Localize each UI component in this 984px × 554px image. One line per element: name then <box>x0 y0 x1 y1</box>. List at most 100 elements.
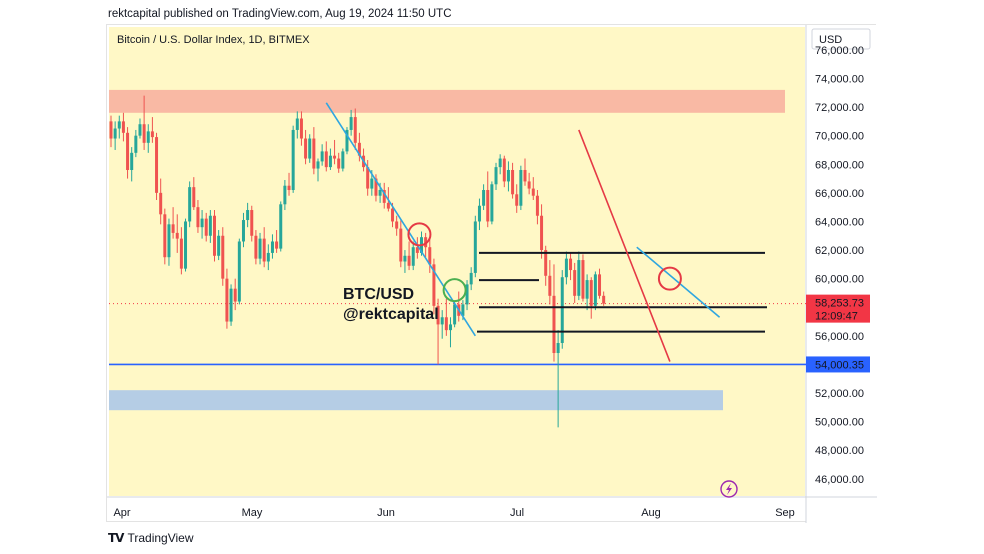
lightning-icon[interactable] <box>720 480 738 498</box>
candle-body <box>461 304 465 316</box>
y-tick-label: 50,000.00 <box>815 417 864 429</box>
candle-body <box>469 272 473 285</box>
current-price-text: 58,253.73 <box>815 298 864 310</box>
candle-body <box>312 138 316 169</box>
candle-body <box>109 121 113 139</box>
y-tick-label: 62,000.00 <box>815 245 864 257</box>
tradingview-logo: TV TradingView <box>108 531 194 545</box>
candle-body <box>213 215 216 256</box>
candle-body <box>366 167 370 189</box>
y-tick-label: 74,000.00 <box>815 73 864 85</box>
tradingview-logo-icon: TV <box>108 531 125 545</box>
candle-body <box>506 169 510 182</box>
candle-body <box>593 274 597 306</box>
candle-body <box>357 142 361 156</box>
candle-body <box>486 190 490 222</box>
candle-body <box>142 124 146 143</box>
candle-body <box>184 221 188 269</box>
candle-body <box>345 129 349 152</box>
candle-body <box>217 235 221 256</box>
trendline <box>636 246 721 318</box>
candle-body <box>569 258 573 271</box>
candle-body <box>535 195 539 216</box>
y-tick-label: 60,000.00 <box>815 274 864 286</box>
currency-selector[interactable] <box>811 28 871 50</box>
chart-container[interactable]: BTC/USD @rektcapital Bitcoin / U.S. Dollar… <box>106 24 877 523</box>
candle-body <box>175 232 179 239</box>
highlight-circle <box>407 222 432 247</box>
candle-body <box>519 169 523 206</box>
candle-body <box>146 131 150 143</box>
watermark-symbol: BTC/USD <box>343 286 414 303</box>
candle-body <box>341 151 345 169</box>
candle-body <box>159 192 163 215</box>
candle-body <box>138 124 142 136</box>
x-tick-label: Apr <box>113 507 130 519</box>
candle-body <box>482 190 486 206</box>
candle-body <box>577 260 581 296</box>
candle-body <box>304 138 308 159</box>
publish-info: rektcapital published on TradingView.com… <box>108 8 452 20</box>
candle-body <box>200 218 204 228</box>
candle-body <box>320 151 324 162</box>
candle-body <box>382 190 386 203</box>
candle-body <box>171 224 175 233</box>
price-chart[interactable]: BTC/USD @rektcapital Bitcoin / U.S. Dollar… <box>107 25 877 523</box>
candle-body <box>155 137 159 193</box>
candle-body <box>378 190 382 196</box>
candle-body <box>411 247 415 266</box>
candle-body <box>196 207 200 228</box>
candle-body <box>328 155 332 168</box>
tradingview-logo-text: TradingView <box>127 531 194 545</box>
candle-body <box>490 184 494 222</box>
candle-body <box>188 187 192 222</box>
candle-body <box>552 295 556 354</box>
candle-body <box>573 270 577 296</box>
candle-body <box>349 117 353 130</box>
candle-body <box>589 280 593 306</box>
candle-body <box>179 238 183 269</box>
candle-body <box>241 220 245 242</box>
support-zone <box>109 390 723 411</box>
candle-body <box>333 155 337 159</box>
candle-body <box>275 241 279 249</box>
y-tick-label: 68,000.00 <box>815 159 864 171</box>
candle-body <box>266 252 270 262</box>
candle-body <box>540 215 544 251</box>
candle-body <box>287 185 291 191</box>
candle-body <box>477 205 481 222</box>
candle-body <box>531 188 535 196</box>
candle-body <box>494 167 498 185</box>
candle-body <box>444 317 448 331</box>
watermark-author: @rektcapital <box>343 306 439 323</box>
lightning-bolt-icon <box>726 483 732 495</box>
candle-body <box>204 218 208 236</box>
candle-body <box>270 241 274 253</box>
x-tick-label: Sep <box>775 507 795 519</box>
candle-body <box>150 131 154 138</box>
candle-body <box>225 278 229 322</box>
candle-body <box>556 343 560 354</box>
candle-body <box>237 241 241 302</box>
candle-body <box>473 221 477 273</box>
candle-body <box>515 194 519 206</box>
candle-body <box>337 158 341 169</box>
candle-body <box>548 275 552 296</box>
candle-body <box>121 121 125 133</box>
candle-body <box>370 178 374 189</box>
candle-body <box>299 118 303 139</box>
candle-body <box>308 138 312 159</box>
candle-body <box>386 202 390 209</box>
candle-body <box>126 132 130 170</box>
candle-body <box>448 324 452 331</box>
candle-body <box>374 178 378 196</box>
candle-body <box>432 264 436 306</box>
y-tick-label: 52,000.00 <box>815 388 864 400</box>
candle-body <box>279 204 283 249</box>
candle-body <box>324 151 328 168</box>
trendline <box>325 102 476 337</box>
candle-body <box>291 129 295 191</box>
y-tick-label: 76,000.00 <box>815 45 864 57</box>
candle-body <box>117 121 121 129</box>
candle-body <box>134 135 138 153</box>
